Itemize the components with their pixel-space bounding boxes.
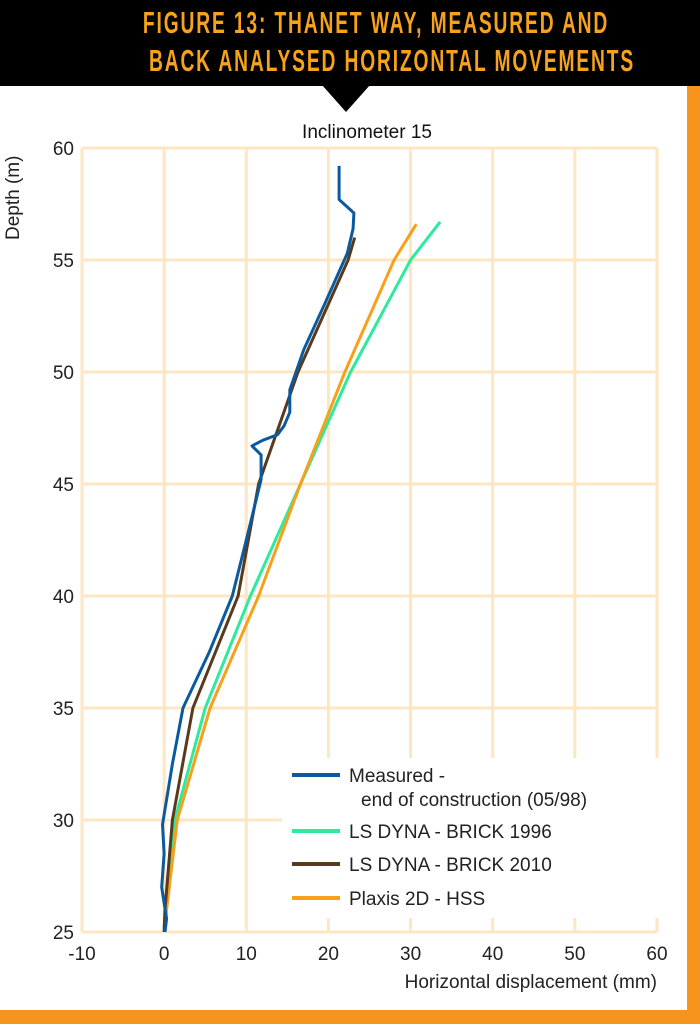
legend-label: LS DYNA - BRICK 1996 <box>349 822 552 843</box>
x-tick-label: 60 <box>646 944 667 965</box>
bottom-accent-bar <box>0 1010 700 1024</box>
figure-title-text-1: FIGURE 13: THANET WAY, MEASURED AND <box>142 5 610 40</box>
legend-label: LS DYNA - BRICK 2010 <box>349 855 552 876</box>
figure-header: FIGURE 13: THANET WAY, MEASURED AND BACK… <box>0 0 700 86</box>
series-line-2 <box>162 237 357 933</box>
x-tick-label: 40 <box>482 944 503 965</box>
x-tick-label: 10 <box>236 944 257 965</box>
x-tick-label: 20 <box>318 944 339 965</box>
y-tick-label: 30 <box>53 811 74 832</box>
x-tick-label: 0 <box>159 944 170 965</box>
header-pointer <box>322 85 370 112</box>
figure-title-line-2: BACK ANALYSED HORIZONTAL MOVEMENTS <box>0 44 700 78</box>
series-line-0 <box>160 165 356 933</box>
legend-label: Measured - <box>349 766 445 787</box>
tick-labels: -10 0 10 20 30 40 50 60 25 30 35 40 45 50 55 60 <box>53 139 668 965</box>
y-tick-label: 25 <box>53 923 74 944</box>
legend-background <box>282 758 662 918</box>
y-tick-label: 60 <box>53 139 74 160</box>
y-tick-label: 55 <box>53 251 74 272</box>
chart-title: Inclinometer 15 <box>302 122 432 143</box>
series-lines <box>160 165 442 933</box>
x-tick-label: -10 <box>68 944 95 965</box>
y-tick-label: 40 <box>53 587 74 608</box>
series-line-3 <box>163 223 418 926</box>
right-accent-bar <box>687 86 700 1024</box>
x-axis-label: Horizontal displacement (mm) <box>405 972 657 993</box>
legend-label-line2: end of construction (05/98) <box>361 790 587 811</box>
figure-title-line-1: FIGURE 13: THANET WAY, MEASURED AND <box>0 6 700 40</box>
y-axis-label: Depth (m) <box>3 156 24 240</box>
figure-title-text-2: BACK ANALYSED HORIZONTAL MOVEMENTS <box>148 43 636 78</box>
x-tick-label: 50 <box>564 944 585 965</box>
x-tick-label: 30 <box>400 944 421 965</box>
y-tick-label: 50 <box>53 363 74 384</box>
y-tick-label: 35 <box>53 699 74 720</box>
y-tick-label: 45 <box>53 475 74 496</box>
legend-label: Plaxis 2D - HSS <box>349 889 485 910</box>
legend: Measured - end of construction (05/98) LS … <box>292 766 587 910</box>
